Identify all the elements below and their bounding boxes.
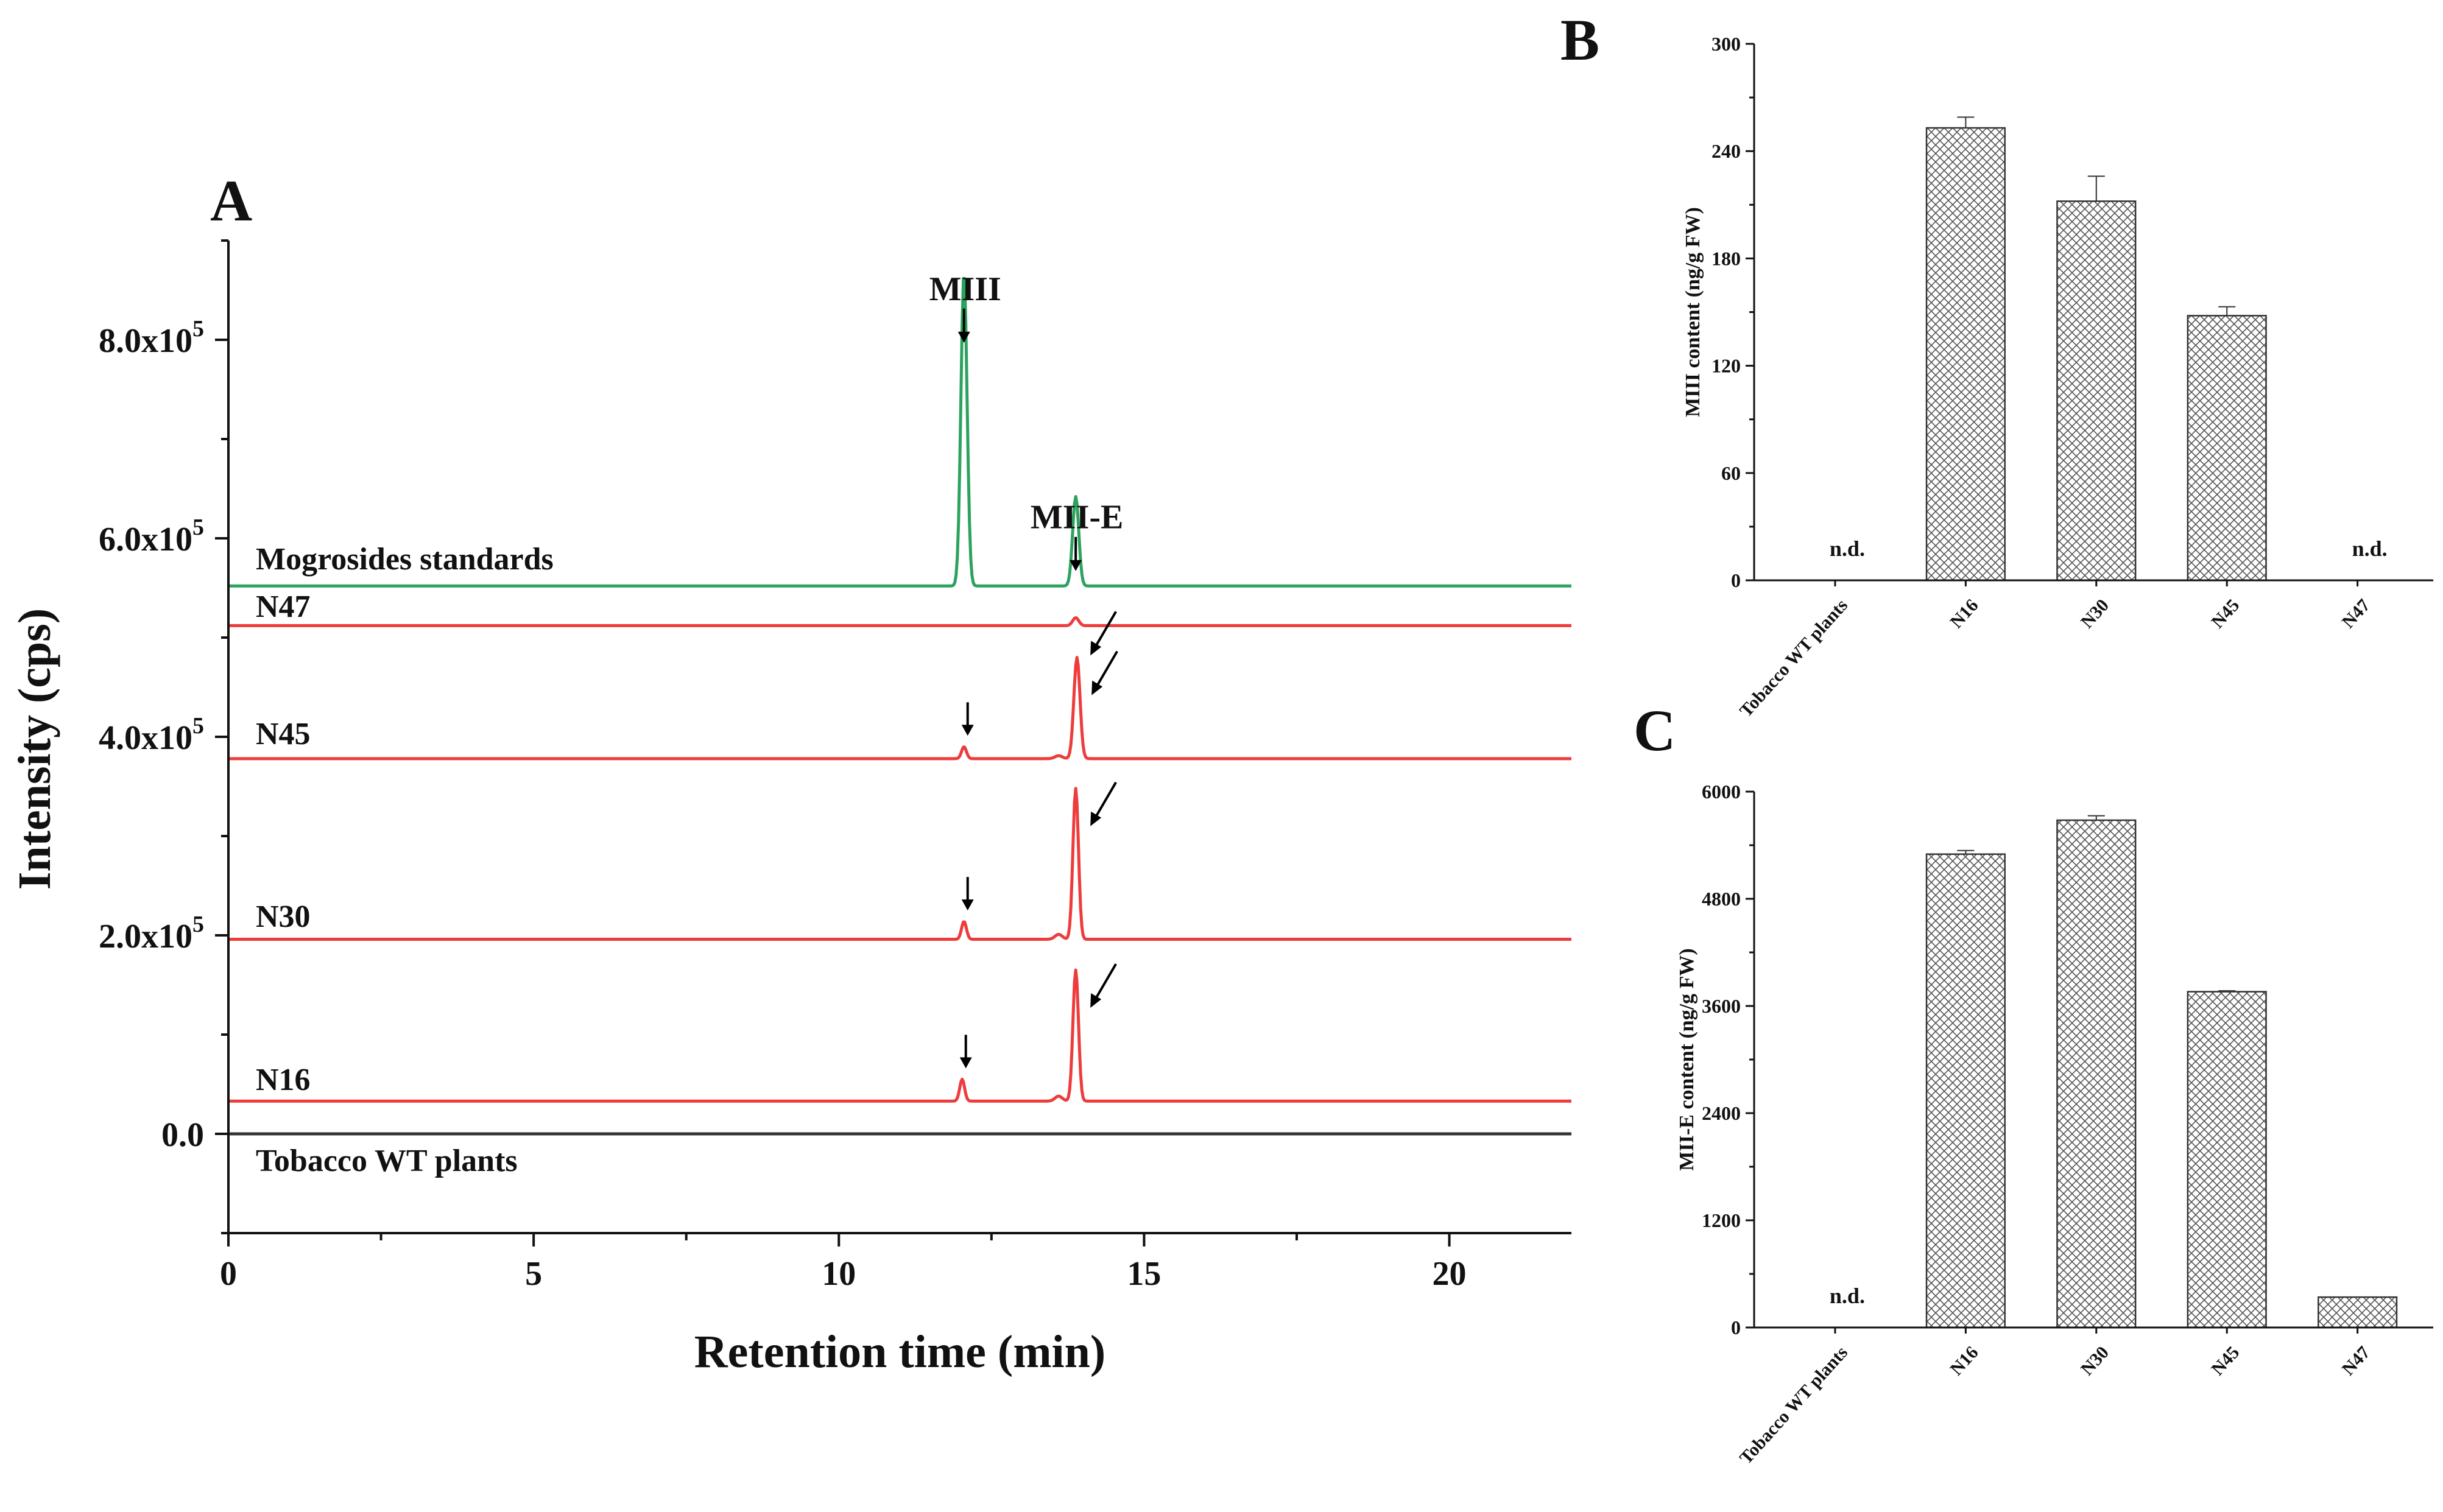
category-label: N47 <box>2338 1343 2374 1379</box>
peak-arrow-head <box>961 899 974 911</box>
y-tick-label: 8.0x105 <box>99 316 204 360</box>
miii-bar-chart: n.d. n.d. 0 60 120 180 240 300 Tobacco WT plan… <box>1682 33 2433 721</box>
category-label: Tobacco WT plants <box>1736 1343 1852 1468</box>
bar <box>2056 819 2137 1329</box>
bar <box>1925 853 2006 1329</box>
not-detected-label: n.d. <box>1830 1284 1865 1308</box>
peak-arrow <box>1095 650 1118 689</box>
y-tick-label: 0.0 <box>161 1116 204 1154</box>
mii-e-bar-chart: n.d. 0 1200 2400 3600 4800 6000 Tobacco WT pl… <box>1676 781 2433 1468</box>
axis-ticks: 0 5 10 15 20 0.0 2.0x105 4.0x105 6.0x105 8.0x105 <box>99 239 1467 1293</box>
y-tick-label: 6.0x105 <box>99 515 204 558</box>
peak-arrow-head <box>1090 641 1102 656</box>
y-tick-label: 300 <box>1712 33 1741 55</box>
bar <box>2187 991 2267 1329</box>
y-tick-label: 1200 <box>1702 1209 1741 1231</box>
y-tick-label: 4800 <box>1702 888 1741 910</box>
axis-ticks: 0 1200 2400 3600 4800 6000 <box>1702 781 2359 1338</box>
peak-arrow-head <box>1091 680 1103 695</box>
peak-arrows <box>959 611 1118 1069</box>
peak-arrow <box>1093 611 1117 649</box>
x-tick-label: 20 <box>1433 1255 1467 1293</box>
y-tick-label: 4.0x105 <box>99 713 204 757</box>
y-tick-label: 3600 <box>1702 995 1741 1017</box>
y-tick-label: 2400 <box>1702 1102 1741 1124</box>
bar <box>2056 200 2137 582</box>
category-label: Tobacco WT plants <box>1736 596 1852 721</box>
peak-arrow-head <box>1090 993 1102 1008</box>
trace-label: N16 <box>256 1063 311 1097</box>
category-label: N45 <box>2207 1343 2243 1379</box>
peak-arrow-head <box>1090 811 1102 826</box>
y-tick-label: 240 <box>1712 140 1741 162</box>
category-label: N30 <box>2077 1343 2113 1379</box>
y-axis-title: MIII content (ng/g FW) <box>1682 207 1704 417</box>
panel-b-letter: B <box>1560 7 1599 72</box>
axis-ticks: 0 60 120 180 240 300 <box>1712 33 2359 591</box>
panel-c-letter: C <box>1634 698 1676 763</box>
chromatogram-traces <box>228 276 1572 1136</box>
bar <box>1925 127 2006 582</box>
peak-label-arrow-head <box>957 331 970 343</box>
y-tick-label: 180 <box>1712 247 1741 269</box>
peak-arrow <box>1093 963 1117 1002</box>
trace-line <box>228 656 1572 761</box>
y-axis-title: Intensity (cps) <box>9 608 60 890</box>
y-tick-label: 2.0x105 <box>99 912 204 955</box>
category-label: N47 <box>2338 596 2374 632</box>
trace-label: Tobacco WT plants <box>256 1144 518 1178</box>
trace-line <box>228 968 1572 1103</box>
category-label: N16 <box>1946 596 1982 632</box>
x-tick-label: 15 <box>1127 1255 1161 1293</box>
category-labels: Tobacco WT plants N16 N30 N45 N47 <box>1736 1343 2374 1468</box>
panel-a-letter: A <box>210 168 252 233</box>
bar <box>2318 1296 2398 1329</box>
category-label: N16 <box>1946 1343 1982 1379</box>
trace-line <box>228 616 1572 627</box>
x-tick-label: 0 <box>220 1255 237 1293</box>
x-tick-label: 5 <box>525 1255 542 1293</box>
trace-line <box>228 787 1572 941</box>
y-tick-label: 0 <box>1731 1317 1741 1338</box>
y-tick-label: 60 <box>1721 462 1741 484</box>
chromatogram-panel: Mogrosides standards N47 N45 N30 N16 Tobacco … <box>9 239 1572 1377</box>
y-tick-label: 120 <box>1712 355 1741 377</box>
peak-arrow-head <box>959 1057 972 1069</box>
y-axis-title: MII-E content (ng/g FW) <box>1676 948 1698 1170</box>
y-tick-label: 0 <box>1731 569 1741 591</box>
not-detected-label: n.d. <box>2352 536 2388 561</box>
peak-annotations: MIII MII-E <box>929 270 1123 571</box>
y-tick-label: 6000 <box>1702 781 1741 803</box>
trace-label: N45 <box>256 717 311 751</box>
trace-labels: Mogrosides standards N47 N45 N30 N16 Tobacco … <box>256 542 554 1178</box>
x-axis-title: Retention time (min) <box>694 1326 1105 1377</box>
peak-label: MIII <box>929 270 1001 308</box>
category-label: N30 <box>2077 596 2113 632</box>
peak-arrow-head <box>961 725 974 736</box>
bars: n.d. <box>1830 815 2398 1329</box>
not-detected-label: n.d. <box>1830 536 1865 561</box>
bar <box>2187 315 2267 582</box>
trace-label: N47 <box>256 589 311 624</box>
peak-label-arrow-head <box>1070 560 1082 571</box>
trace-label: Mogrosides standards <box>256 542 554 577</box>
category-labels: Tobacco WT plants N16 N30 N45 N47 <box>1736 596 2374 721</box>
peak-arrow <box>1093 781 1117 820</box>
category-label: N45 <box>2207 596 2243 632</box>
peak-label: MII-E <box>1031 499 1123 536</box>
x-tick-label: 10 <box>822 1255 856 1293</box>
bars: n.d. n.d. <box>1830 116 2388 582</box>
trace-label: N30 <box>256 899 311 934</box>
trace-line <box>228 276 1572 588</box>
